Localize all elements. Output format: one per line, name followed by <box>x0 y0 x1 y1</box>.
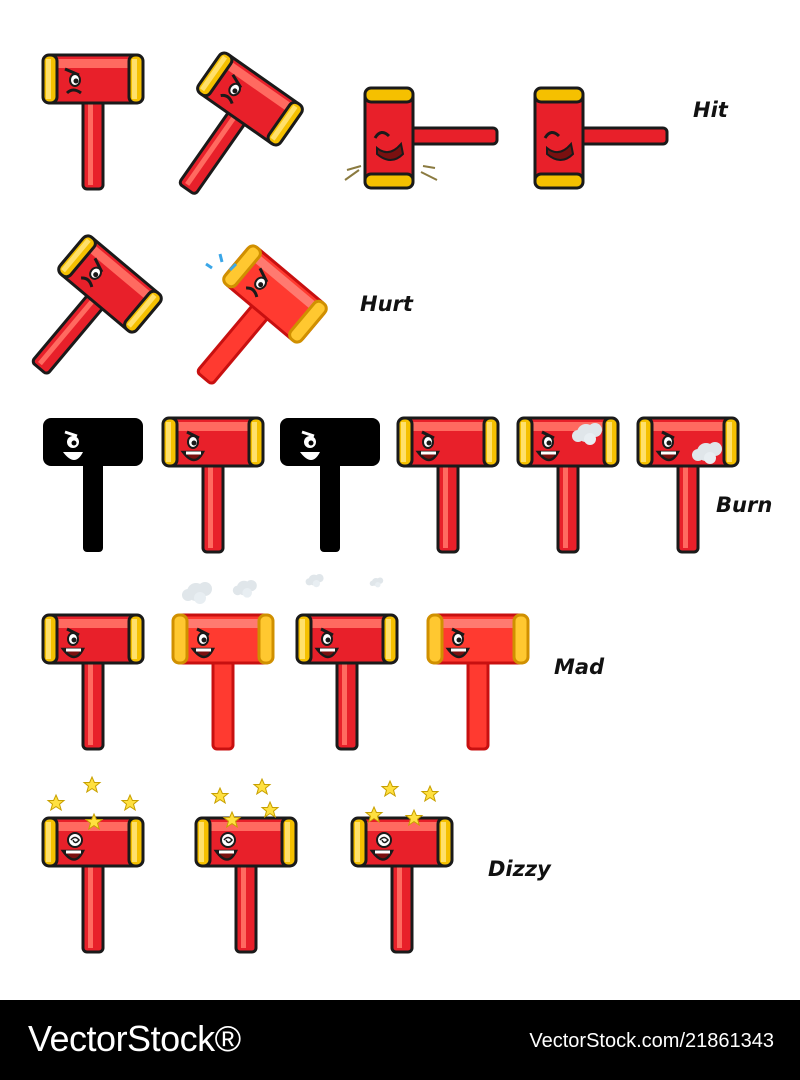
hit-frame-2 <box>144 49 307 220</box>
burn-frame-4 <box>396 416 500 554</box>
watermark-footer: VectorStock® VectorStock.com/21861343 <box>0 1000 800 1080</box>
sweat-drop-icon <box>205 253 238 272</box>
burn-frame-2 <box>161 416 265 554</box>
label-mad: Mad <box>554 655 605 679</box>
hit-frame-3 <box>344 86 499 190</box>
hurt-frame-1 <box>0 231 166 402</box>
vectorstock-logo: VectorStock® <box>28 1018 241 1059</box>
burn-frame-3 <box>280 418 380 552</box>
image-id: VectorStock.com/21861343 <box>529 1030 774 1052</box>
smoke-puff-icon <box>182 574 384 604</box>
hit-frame-1 <box>41 53 145 191</box>
burn-frame-5 <box>516 416 620 554</box>
sprite-sheet <box>0 49 740 954</box>
label-burn: Burn <box>716 493 773 517</box>
dizzy-frame-3 <box>350 816 454 954</box>
mad-frame-4 <box>426 613 530 751</box>
mad-frame-2 <box>171 613 275 751</box>
label-dizzy: Dizzy <box>488 857 551 881</box>
label-hurt: Hurt <box>360 292 413 316</box>
burn-frame-6 <box>636 416 740 554</box>
dizzy-frame-2 <box>194 816 298 954</box>
dizzy-frame-1 <box>41 816 145 954</box>
mad-frame-1 <box>41 613 145 751</box>
hurt-frame-2 <box>164 241 331 412</box>
hit-frame-4 <box>533 86 669 190</box>
mad-frame-3 <box>295 613 399 751</box>
burn-frame-1 <box>43 418 143 552</box>
label-hit: Hit <box>693 98 728 122</box>
